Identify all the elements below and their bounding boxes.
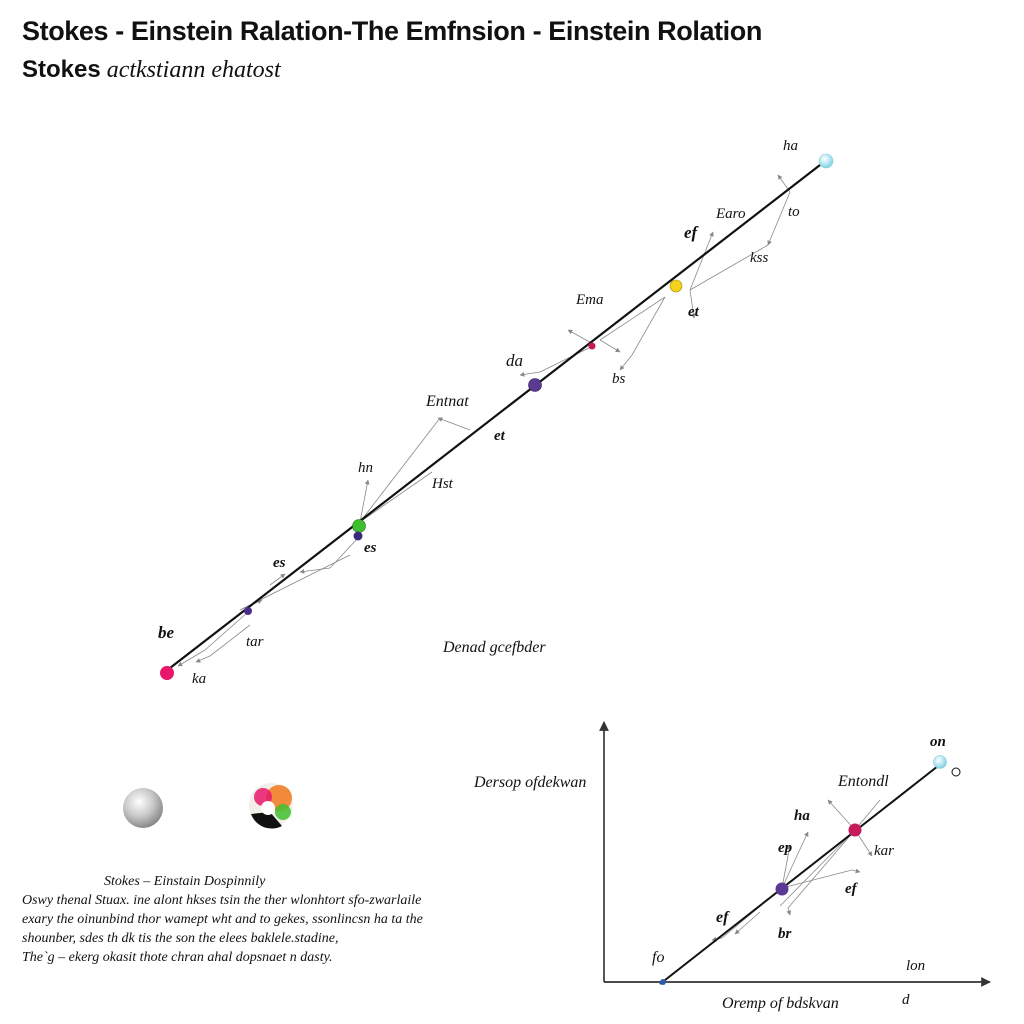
particle-green <box>352 519 366 533</box>
page-title: Stokes - Einstein Ralation-The Emfnsion … <box>22 16 762 46</box>
main-label: Entnat <box>425 393 469 410</box>
inset-label: ha <box>794 808 810 824</box>
main-label: hn <box>358 460 373 476</box>
sphere-icons <box>123 783 293 829</box>
inset-label: d <box>902 992 910 1008</box>
main-line <box>169 164 821 669</box>
inset-diagram: Dersop ofdekwan Oremp of bdskvan on Ento… <box>473 721 991 1012</box>
main-label: ha <box>783 138 798 154</box>
particle-pink <box>160 666 174 680</box>
inset-label: kar <box>874 843 894 859</box>
subtitle-rest: actkstiann ehatost <box>106 57 281 83</box>
particle-cyan <box>818 153 834 169</box>
inset-label: ep <box>778 840 793 856</box>
main-label: es <box>364 540 377 556</box>
main-label: to <box>788 204 800 220</box>
inset-particle-purple <box>775 882 789 896</box>
inset-line <box>659 765 939 985</box>
particle-magenta-small <box>588 342 596 350</box>
main-label: bs <box>612 371 626 387</box>
main-label: ef <box>684 223 700 242</box>
center-label: Denad gcefbder <box>442 639 546 656</box>
caption-line: shounber, sdes th dk tis the son the ele… <box>22 931 339 946</box>
inset-label: ef <box>716 909 730 926</box>
page-subtitle: Stokes actkstiann ehatost <box>22 56 281 84</box>
caption-line: The`g – ekerg okasit thote chran ahal do… <box>22 950 333 965</box>
particle-yellow <box>669 279 683 293</box>
color-sphere-icon <box>249 783 293 829</box>
inset-label: on <box>930 734 946 750</box>
particle-violet-small <box>244 607 252 615</box>
inset-particle-magenta <box>848 823 862 837</box>
inset-particle-ring <box>951 767 961 777</box>
main-label: be <box>158 623 175 642</box>
main-label: es <box>273 555 286 571</box>
inset-label: lon <box>906 958 925 974</box>
main-label: da <box>506 351 523 370</box>
main-label: Earo <box>715 206 746 222</box>
particle-purple <box>528 378 542 392</box>
inset-label: Entondl <box>837 773 889 790</box>
silver-sphere-icon <box>123 788 163 828</box>
main-label: et <box>688 304 700 320</box>
caption-block: Stokes – Einstain Dospinnily Oswy thenal… <box>22 872 522 967</box>
caption-line: exary the oinunbind thor wamept wht and … <box>22 912 423 927</box>
caption-line: Oswy thenal Stuax. ine alont hkses tsin … <box>22 893 422 908</box>
inset-particle-blue <box>660 979 666 985</box>
subtitle-lead: Stokes <box>22 56 101 83</box>
main-arrows <box>177 174 791 667</box>
particle-navy <box>353 531 363 541</box>
main-label: et <box>494 428 506 444</box>
inset-particle-cyan <box>933 755 947 769</box>
main-label: kss <box>750 250 768 266</box>
inset-x-label: Oremp of bdskvan <box>722 995 839 1012</box>
inset-y-label: Dersop ofdekwan <box>473 774 586 791</box>
inset-label: br <box>778 926 792 942</box>
main-label: tar <box>246 634 264 650</box>
caption-title: Stokes – Einstain Dospinnily <box>104 874 266 889</box>
inset-label: ef <box>845 881 859 897</box>
inset-label: fo <box>652 949 664 966</box>
main-diagram: ha Earo to ef kss Ema et da bs Entnat et… <box>158 138 834 687</box>
main-label: ka <box>192 671 206 687</box>
main-label: Ema <box>575 292 604 308</box>
main-label: Hst <box>431 476 454 492</box>
